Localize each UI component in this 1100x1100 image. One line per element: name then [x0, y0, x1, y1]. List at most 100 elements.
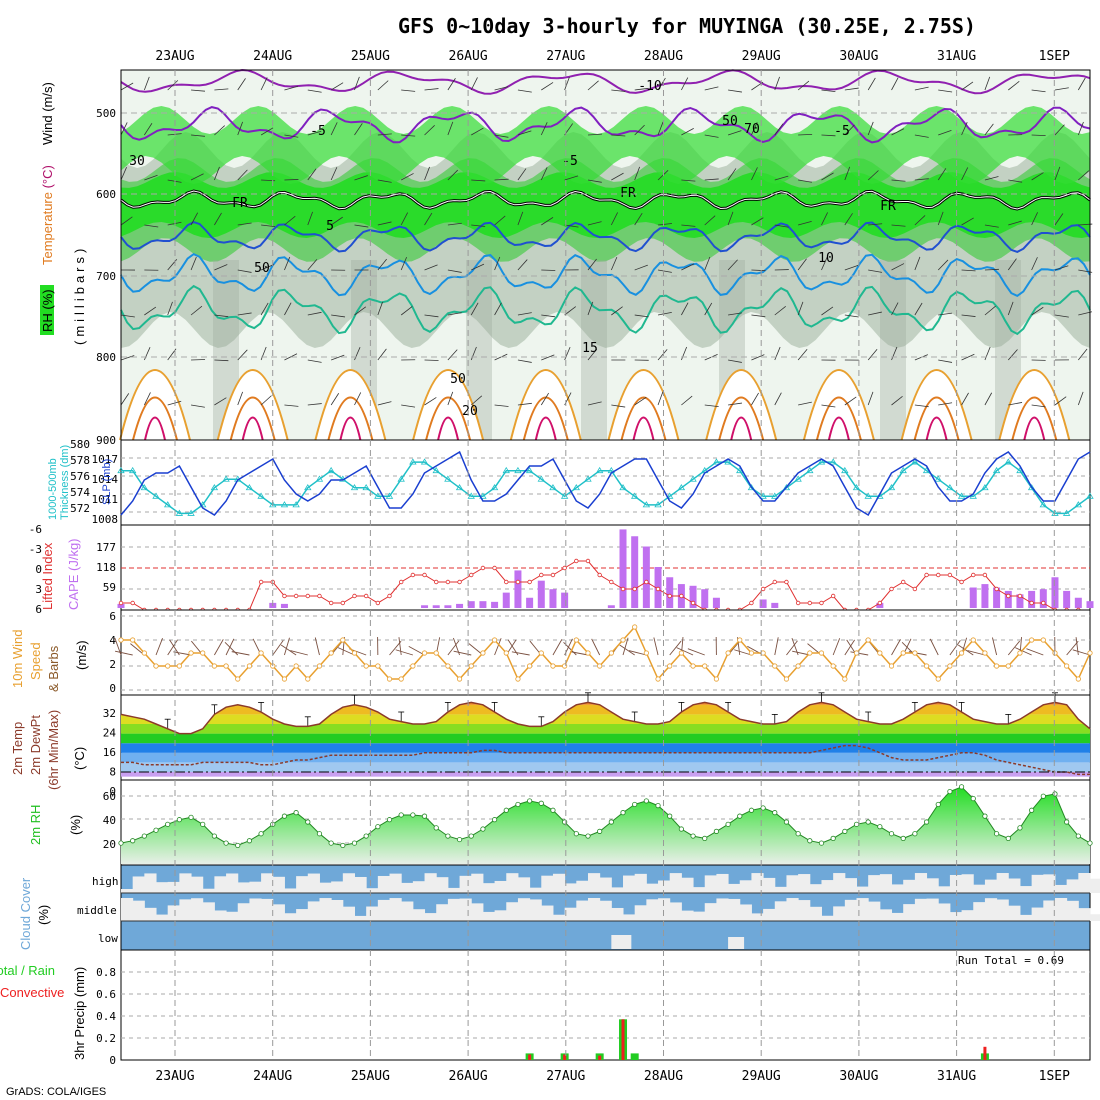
- wind-barb: [984, 346, 991, 361]
- precip-grid: [121, 971, 1090, 1039]
- li-point: [819, 600, 824, 606]
- li-point: [328, 600, 334, 606]
- wind-barb: [634, 314, 649, 318]
- contour-30: [1023, 416, 1046, 441]
- cloud-gap-middle: [1008, 905, 1021, 921]
- wind-barb: [494, 256, 501, 271]
- li-point: [527, 579, 532, 585]
- contour-30: [437, 416, 460, 441]
- wind-speed-line: [121, 625, 1091, 681]
- precip-tick: 0.4: [96, 1010, 116, 1023]
- cloud-gap-middle: [809, 906, 822, 921]
- cloud-gap-middle: [856, 898, 869, 921]
- ylabel-lifted-index: Lifted Index: [40, 542, 55, 610]
- ylabel-cloud-unit: (%): [36, 905, 51, 925]
- wind-barb: [704, 178, 719, 181]
- wind-barb-10m: [687, 648, 705, 656]
- rh2m-point: [538, 800, 544, 806]
- li-point: [609, 579, 614, 585]
- wind-barb: [377, 401, 392, 406]
- wind-speed-point: [643, 650, 649, 656]
- wind-barb: [494, 353, 508, 361]
- wind-barb: [564, 175, 579, 181]
- wind-barb: [891, 396, 903, 406]
- contour-25: [815, 396, 862, 441]
- wind-barb: [237, 349, 248, 361]
- wind-barb: [1031, 257, 1038, 271]
- wind-barb: [844, 396, 857, 406]
- wind-barb-10m: [653, 637, 659, 656]
- cloud-gap-high: [961, 874, 974, 893]
- cloud-gap-middle: [658, 898, 671, 921]
- wind-speed-point: [340, 637, 346, 643]
- cloud-gap-high: [926, 878, 939, 893]
- rh2m-point: [305, 819, 311, 825]
- cloud-gap-high: [693, 887, 706, 893]
- ylabel-temp-a: 2m Temp: [10, 722, 25, 775]
- temp-band: [121, 724, 1090, 734]
- wind-barb: [120, 167, 127, 181]
- wind-barb: [727, 211, 734, 226]
- wind-barb-10m: [395, 649, 413, 656]
- cloud-gap-middle: [1090, 914, 1100, 921]
- cloud-gap-high: [669, 873, 682, 893]
- thickness-point: [187, 509, 195, 516]
- thickness-point: [269, 501, 277, 508]
- li-point: [492, 565, 497, 571]
- cloud-gap-middle: [599, 900, 612, 921]
- rh2m-point: [702, 835, 708, 842]
- precip-label-rain: Total / Rain: [0, 963, 55, 978]
- wind-barb: [120, 216, 133, 226]
- wind-barb: [984, 224, 999, 228]
- rh2m-point: [363, 833, 369, 839]
- wind-barb-10m: [844, 639, 856, 656]
- wind-barb: [1077, 391, 1084, 406]
- wind-speed-point: [667, 663, 673, 669]
- li-tick: 0: [35, 563, 42, 576]
- thickness-point: [128, 466, 137, 474]
- rh2m-point: [1087, 840, 1093, 846]
- cloud-gap-middle: [1031, 907, 1044, 921]
- contour-30: [241, 416, 264, 441]
- rh2m-point: [760, 805, 766, 811]
- contour-25: [229, 396, 276, 441]
- thickness-point: [490, 484, 499, 491]
- wind-barb: [798, 220, 812, 226]
- wind-speed-point: [1029, 637, 1035, 643]
- cloud-gap-high: [552, 873, 566, 893]
- cloud-gap-high: [1031, 874, 1044, 893]
- wind-barb-10m: [1015, 647, 1032, 656]
- wind-barb: [774, 76, 780, 91]
- rh2m-point: [737, 813, 743, 819]
- cloud-gap-middle: [179, 899, 192, 921]
- rh2m-point: [445, 833, 451, 839]
- thickness-point: [829, 458, 837, 465]
- cape-bar: [117, 603, 125, 608]
- cloud-gap-high: [261, 873, 274, 893]
- precip-bar-convective: [563, 1054, 567, 1060]
- thickness-point: [654, 501, 662, 508]
- wind-speed-point: [608, 650, 614, 656]
- wind-barb: [190, 173, 204, 181]
- wind-speed-point: [305, 676, 311, 682]
- thickness-point: [1074, 501, 1083, 508]
- wind-barb: [284, 85, 299, 91]
- li-point: [118, 600, 124, 606]
- wind-barb: [260, 264, 275, 271]
- wind-barb: [354, 76, 360, 91]
- cloud-gap-middle: [307, 901, 320, 921]
- cloud-gap-high: [132, 876, 145, 893]
- contour-label: 50: [450, 372, 466, 387]
- li-point: [293, 593, 299, 599]
- wind-speed-point: [807, 650, 813, 656]
- li-point: [434, 579, 439, 585]
- wind-barb: [1078, 348, 1088, 361]
- cloud-gap-middle: [763, 908, 776, 921]
- wind-barb: [914, 404, 929, 408]
- wind-grid: [121, 615, 1090, 691]
- wind-barb: [1008, 220, 1022, 226]
- cloud-gap-middle: [389, 898, 402, 921]
- wind-barb: [261, 224, 276, 228]
- contour-15: [120, 284, 1091, 336]
